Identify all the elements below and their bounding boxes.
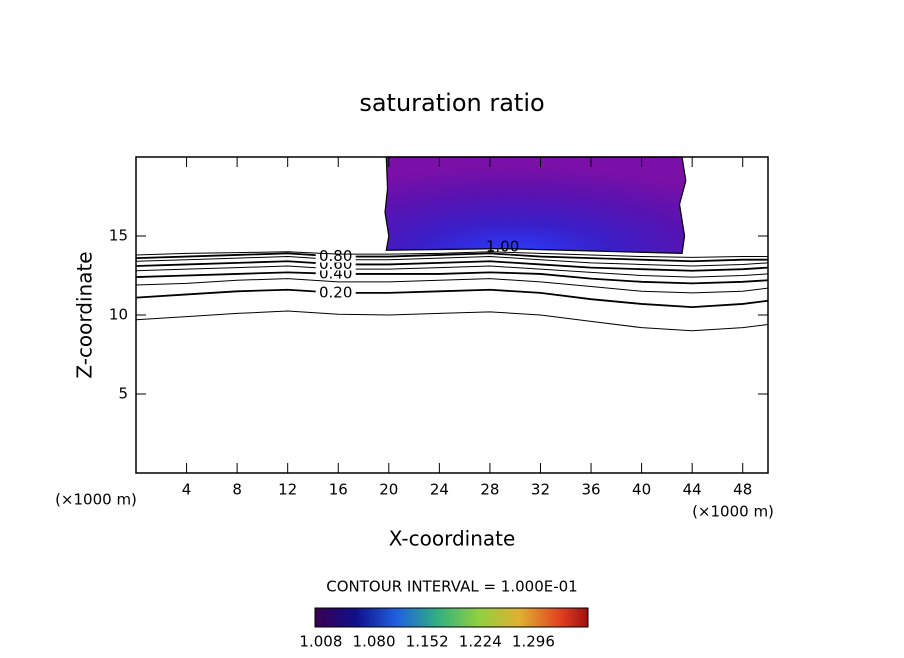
colorbar-tick-label: 1.080 bbox=[353, 633, 396, 651]
colorbar-tick-label: 1.008 bbox=[299, 633, 342, 651]
contour-line bbox=[135, 256, 769, 267]
x-tick-label: 44 bbox=[683, 481, 702, 499]
plot-area: 1.000.200.400.600.80 bbox=[135, 156, 769, 332]
contour-interval: CONTOUR INTERVAL = 1.000E-01 bbox=[326, 578, 577, 596]
colorbar bbox=[314, 607, 589, 628]
y-tick-label: 5 bbox=[118, 385, 128, 403]
x-tick-label: 16 bbox=[329, 481, 348, 499]
x-axis-label: X-coordinate bbox=[389, 527, 516, 551]
contour-line bbox=[135, 278, 769, 294]
y-tick-label: 10 bbox=[109, 306, 128, 324]
x-tick-label: 32 bbox=[531, 481, 550, 499]
colorbar-tick-label: 1.224 bbox=[459, 633, 502, 651]
chart-title: saturation ratio bbox=[359, 89, 544, 117]
contour-label: 0.80 bbox=[319, 247, 352, 265]
x-tick-label: 8 bbox=[232, 481, 242, 499]
x-tick-label: 36 bbox=[581, 481, 600, 499]
y-tick-label: 15 bbox=[109, 227, 128, 245]
x-tick-label: 48 bbox=[733, 481, 752, 499]
contour-line bbox=[135, 252, 768, 263]
x-tick-label: 20 bbox=[379, 481, 398, 499]
contour-line bbox=[135, 271, 769, 285]
contour-line bbox=[135, 260, 769, 272]
x-tick-label: 24 bbox=[430, 481, 449, 499]
label-bg bbox=[315, 267, 356, 280]
contour-line bbox=[135, 310, 769, 332]
contour-line bbox=[135, 265, 769, 278]
shaded-region bbox=[384, 156, 687, 254]
contour-label: 0.20 bbox=[319, 283, 352, 301]
contour-line bbox=[135, 251, 768, 258]
x-tick-label: 12 bbox=[278, 481, 297, 499]
y-unit: (×1000 m) bbox=[55, 491, 137, 509]
contour-label: 1.00 bbox=[486, 238, 519, 256]
y-axis-label: Z-coordinate bbox=[73, 251, 97, 378]
label-bg bbox=[315, 250, 356, 263]
colorbar-tick-label: 1.296 bbox=[512, 633, 555, 651]
x-unit: (×1000 m) bbox=[692, 503, 774, 521]
x-tick-label: 28 bbox=[480, 481, 499, 499]
label-bg bbox=[315, 286, 356, 299]
x-tick-label: 40 bbox=[632, 481, 651, 499]
x-tick-label: 4 bbox=[182, 481, 192, 499]
colorbar-tick-label: 1.152 bbox=[406, 633, 449, 651]
contour-line bbox=[135, 288, 769, 309]
